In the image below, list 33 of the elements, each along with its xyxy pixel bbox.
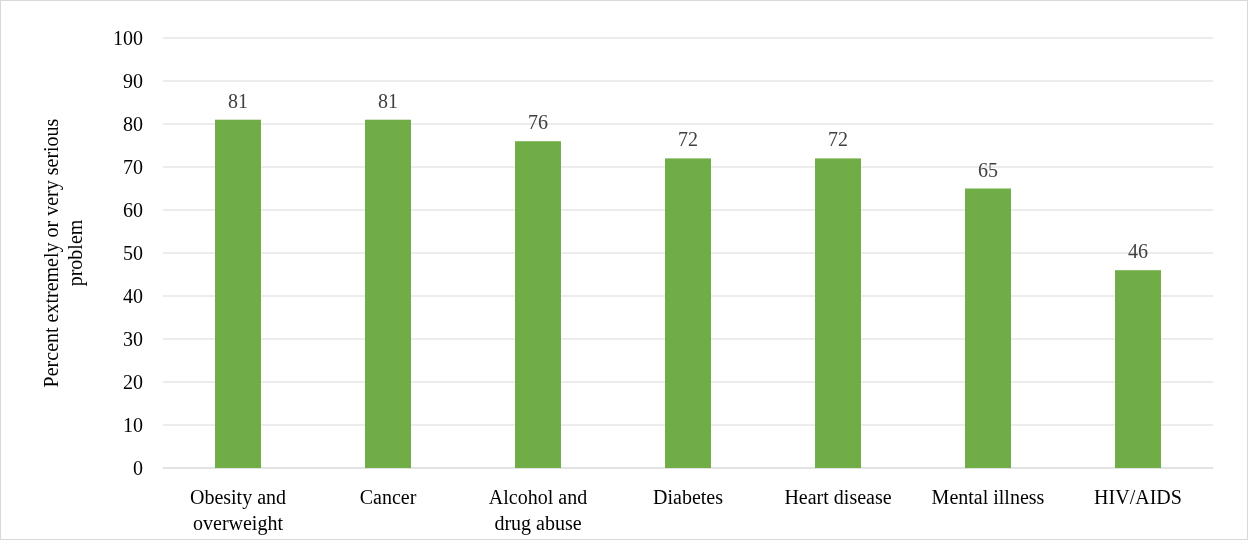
data-label: 81	[228, 89, 248, 112]
data-label: 72	[678, 128, 698, 151]
data-label: 65	[978, 158, 998, 181]
bar	[815, 158, 861, 468]
data-label: 76	[528, 111, 548, 134]
y-tick-label: 60	[123, 199, 143, 221]
bar	[965, 188, 1011, 468]
x-tick-label: Diabetes	[653, 486, 724, 508]
y-tick-label: 80	[123, 113, 143, 135]
bar	[665, 158, 711, 468]
x-tick-label: Heart disease	[784, 486, 892, 508]
data-label: 72	[828, 128, 848, 151]
y-tick-label: 20	[123, 371, 143, 393]
data-label: 81	[378, 89, 398, 112]
y-tick-label: 10	[123, 414, 143, 436]
x-tick-label: HIV/AIDS	[1094, 486, 1182, 508]
bar	[515, 141, 561, 468]
bar	[365, 119, 411, 468]
y-tick-label: 70	[123, 156, 143, 178]
y-tick-label: 100	[113, 27, 143, 49]
y-tick-label: 40	[123, 285, 143, 307]
y-tick-label: 0	[133, 457, 143, 479]
x-tick-label: Mental illness	[931, 486, 1045, 508]
data-label: 46	[1128, 240, 1148, 263]
x-tick-label: Alcohol and drug abuse	[488, 486, 588, 535]
bar	[1115, 270, 1161, 468]
x-tick-label: Cancer	[359, 486, 417, 508]
y-tick-label: 30	[123, 328, 143, 350]
y-axis-title: Percent extremely or very serious problem	[40, 118, 87, 388]
bar	[215, 119, 261, 468]
y-tick-label: 90	[123, 70, 143, 92]
y-tick-label: 50	[123, 242, 143, 264]
x-tick-label: Obesity and overweight	[189, 486, 287, 535]
